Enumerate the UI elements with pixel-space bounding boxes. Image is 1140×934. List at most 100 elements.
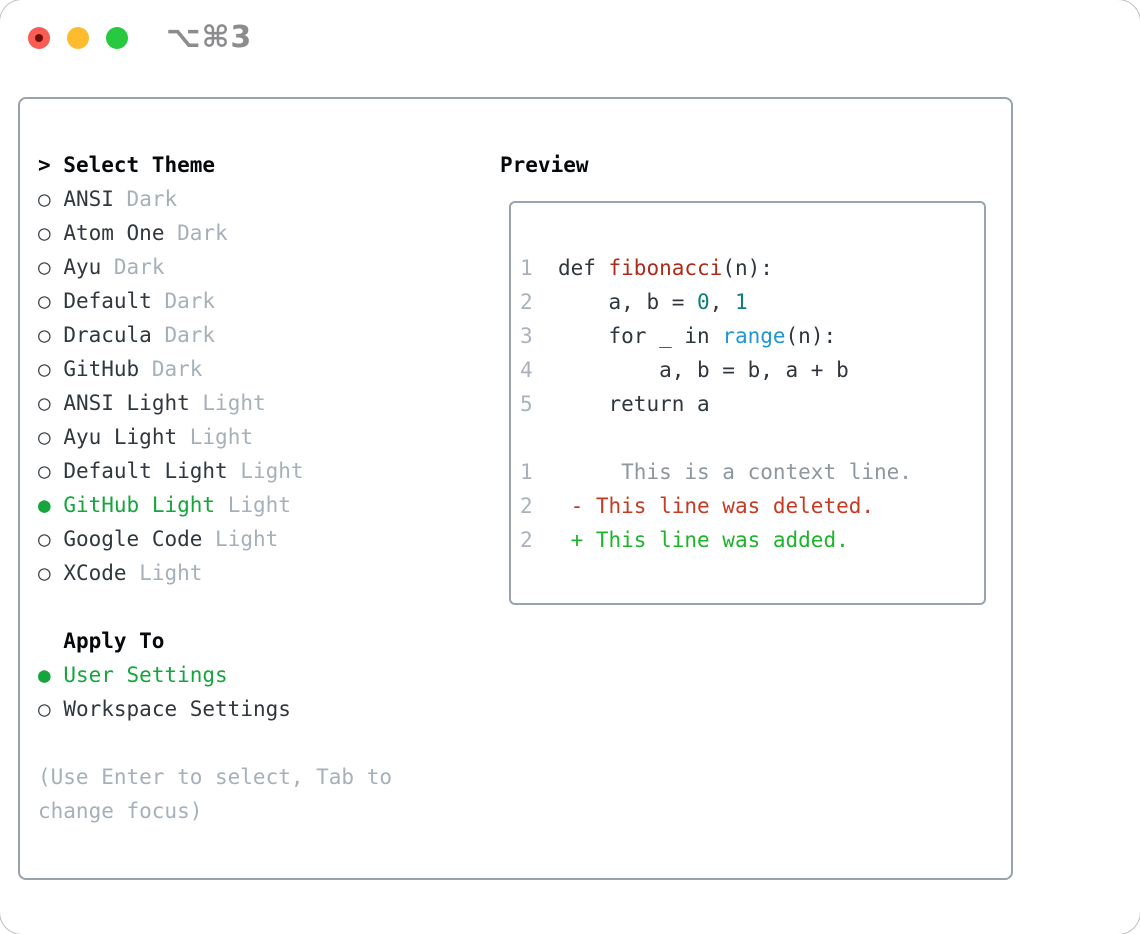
apply-to-header: Apply To [38,624,392,658]
code-segment-func: fibonacci [608,256,723,280]
line-number: 1 [520,460,533,484]
theme-option-atom-one[interactable]: ○ Atom One Dark [38,216,392,250]
theme-variant: Dark [164,323,216,347]
theme-option-dracula[interactable]: ○ Dracula Dark [38,318,392,352]
radio-unselected-icon: ○ [38,255,51,279]
theme-option-github[interactable]: ○ GitHub Dark [38,352,392,386]
theme-name: GitHub [63,357,140,381]
code-segment-code: (n): [785,324,837,348]
preview-line-7: 1 This is a context line. [520,455,984,489]
code-segment-code: a, b = b, a + b [532,358,849,382]
theme-name: GitHub Light [63,493,216,517]
radio-unselected-icon: ○ [38,527,51,551]
theme-option-ayu-light[interactable]: ○ Ayu Light Light [38,420,392,454]
apply-option-label: User Settings [63,663,228,687]
theme-option-github-light[interactable]: ● GitHub Light Light [38,488,392,522]
theme-option-google-code[interactable]: ○ Google Code Light [38,522,392,556]
theme-option-default-light[interactable]: ○ Default Light Light [38,454,392,488]
radio-unselected-icon: ○ [38,289,51,313]
theme-variant: Light [202,391,266,415]
code-segment-num: 1 [734,290,748,314]
prompt-caret-icon: > [38,153,64,177]
code-segment-num: 0 [697,290,710,314]
theme-name: Dracula [63,323,152,347]
code-segment-code: return a [532,392,710,416]
preview-line-8: 2 - This line was deleted. [520,489,984,523]
code-segment-code: a, b = [532,290,698,314]
code-segment-ctx [533,494,571,518]
line-number: 1 [520,256,533,280]
hint-line-1: (Use Enter to select, Tab to [38,765,393,789]
radio-unselected-icon: ○ [38,187,51,211]
zoom-button[interactable] [106,27,128,49]
hint-line-2: change focus) [38,799,203,823]
theme-variant: Light [189,425,253,449]
window-title: ⌥⌘3 [166,20,253,55]
theme-name: Default Light [63,459,228,483]
code-segment-code: for _ in [532,324,723,348]
theme-variant: Dark [177,221,228,245]
theme-name: Google Code [63,527,203,551]
apply-option-user-settings[interactable]: ● User Settings [38,658,392,692]
preview-line-9: 2 + This line was added. [520,523,984,557]
theme-name: Ayu Light [63,425,178,449]
theme-list-header-label: Select Theme [63,153,216,177]
code-segment-ctx: This is a context line. [532,460,912,484]
apply-to-header-label: Apply To [63,629,165,653]
code-segment-add: + This line was added. [570,528,849,552]
window-controls [28,27,128,49]
radio-unselected-icon: ○ [38,221,51,245]
theme-variant: Dark [126,187,178,211]
theme-list: > Select Theme ○ ANSI Dark ○ Atom One Dar… [38,148,392,828]
radio-unselected-icon: ○ [38,459,51,483]
code-segment-code: (n): [722,256,773,280]
radio-unselected-icon: ○ [38,357,51,381]
theme-option-ayu[interactable]: ○ Ayu Dark [38,250,392,284]
theme-option-ansi-light[interactable]: ○ ANSI Light Light [38,386,392,420]
radio-unselected-icon: ○ [38,697,51,721]
line-number: 5 [520,392,533,416]
radio-selected-icon: ● [38,493,51,517]
theme-option-xcode[interactable]: ○ XCode Light [38,556,392,590]
spacer [38,590,392,624]
line-number: 2 [520,528,533,552]
preview-line-5: 5 return a [520,387,984,421]
radio-selected-icon: ● [38,663,51,687]
close-dot-icon [35,34,43,42]
line-number: 3 [520,324,533,348]
theme-name: Atom One [63,221,165,245]
apply-option-label: Workspace Settings [63,697,291,721]
radio-unselected-icon: ○ [38,425,51,449]
radio-unselected-icon: ○ [38,323,51,347]
theme-option-ansi[interactable]: ○ ANSI Dark [38,182,392,216]
code-segment-builtin: range [722,324,786,348]
theme-variant: Light [215,527,279,551]
main-panel: > Select Theme ○ ANSI Dark ○ Atom One Dar… [18,97,1013,880]
preview-line-1: 1 def fibonacci(n): [520,251,984,285]
preview-line-4: 4 a, b = b, a + b [520,353,984,387]
preview-header: Preview [500,153,589,177]
minimize-button[interactable] [67,27,89,49]
theme-variant: Light [240,459,304,483]
line-number: 2 [520,494,533,518]
theme-name: XCode [63,561,127,585]
preview-line-3: 3 for _ in range(n): [520,319,984,353]
theme-option-default[interactable]: ○ Default Dark [38,284,392,318]
theme-variant: Light [139,561,203,585]
apply-option-workspace-settings[interactable]: ○ Workspace Settings [38,692,392,726]
preview-line-2: 2 a, b = 0, 1 [520,285,984,319]
theme-variant: Dark [113,255,165,279]
theme-variant: Dark [164,289,216,313]
theme-name: Ayu [63,255,102,279]
code-segment-ctx [533,528,571,552]
close-button[interactable] [28,27,50,49]
spacer [38,726,392,760]
preview-blank-line [520,421,984,455]
radio-unselected-icon: ○ [38,561,51,585]
radio-unselected-icon: ○ [38,391,51,415]
line-number: 2 [520,290,533,314]
code-segment-del: - This line was deleted. [570,494,875,518]
